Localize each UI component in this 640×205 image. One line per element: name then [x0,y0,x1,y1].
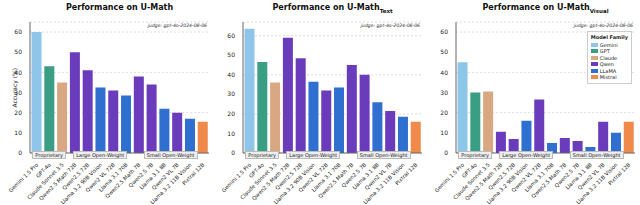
html-text:Small Open-Weight: Small Open-Weight [359,152,408,158]
svg-text:Qwen2.5 Math 7B: Qwen2.5 Math 7B [529,161,568,200]
html-text:LLaMA: LLaMA [599,67,617,74]
svg-text:60: 60 [227,32,235,39]
svg-text:Qwen2.5 Math 7B: Qwen2.5 Math 7B [103,161,142,200]
html-text:judge: gpt-4o-2024-08-06: judge: gpt-4o-2024-08-06 [573,23,633,28]
html-text:Large Open-Weight: Large Open-Weight [76,152,125,158]
html-text:Proprietary: Proprietary [461,152,489,158]
html-text:GPT: GPT [599,48,610,54]
svg-text:Qwen2 VL 72B: Qwen2 VL 72B [510,161,542,194]
svg-text:40: 40 [440,69,448,76]
svg-text:Qwen2.5 Math 72B: Qwen2.5 Math 72B [37,161,78,202]
html-text:judge: gpt-4o-2024-08-06: judge: gpt-4o-2024-08-06 [147,23,207,28]
svg-text:30: 30 [227,90,235,97]
svg-text:Qwen2 VL 7B: Qwen2 VL 7B [576,161,606,191]
svg-text:20: 20 [440,109,448,116]
svg-text:10: 10 [440,129,448,136]
svg-text:GPT-4o: GPT-4o [247,161,265,179]
svg-text:GPT-4o: GPT-4o [34,161,52,179]
svg-text:20: 20 [227,110,235,117]
svg-text:Qwen2.5 7B: Qwen2.5 7B [553,161,581,189]
svg-text:Qwen2 VL 72B: Qwen2 VL 72B [297,161,329,194]
html-text:Proprietary: Proprietary [248,152,276,158]
html-text:Claude: Claude [599,54,618,61]
svg-text:Llama 3.1 70B: Llama 3.1 70B [523,161,555,193]
svg-text:10: 10 [14,129,22,136]
svg-text:10: 10 [227,130,235,137]
html-text:Model Family: Model Family [590,34,628,40]
svg-text:Gemini 1.5 Pro: Gemini 1.5 Pro [220,161,253,194]
svg-text:30: 30 [14,88,22,96]
svg-text:30: 30 [440,89,448,96]
svg-text:Qwen2.5 72B: Qwen2.5 72B [486,161,517,191]
html-text:Small Open-Weight: Small Open-Weight [146,152,195,158]
svg-text:Pixtral 12B: Pixtral 12B [607,161,632,186]
svg-text:Claude Sonnet 3.5: Claude Sonnet 3.5 [26,161,65,201]
svg-text:Qwen2.5 72B: Qwen2.5 72B [273,161,304,191]
svg-text:0: 0 [18,149,22,156]
svg-text:Llama 3.1 70B: Llama 3.1 70B [310,161,342,193]
html-text:judge: gpt-4o-2024-08-06: judge: gpt-4o-2024-08-06 [360,23,420,28]
svg-text:0: 0 [444,149,448,156]
svg-text:Qwen2.5 Math 72B: Qwen2.5 Math 72B [250,161,291,202]
svg-text:60: 60 [440,28,448,35]
svg-text:Llama 3.1 8B: Llama 3.1 8B [564,161,594,191]
svg-text:50: 50 [440,48,448,55]
html-text:Gemini: Gemini [599,41,618,48]
svg-text:Accuracy (%): Accuracy (%) [11,68,19,108]
svg-text:20: 20 [14,109,22,116]
svg-text:Qwen2.5 Math 7B: Qwen2.5 Math 7B [316,161,355,200]
html-text:Qwen: Qwen [599,61,614,67]
html-text:Proprietary: Proprietary [35,152,63,158]
svg-text:Claude Sonnet 3.5: Claude Sonnet 3.5 [452,161,491,201]
svg-text:Llama 3.1 70B: Llama 3.1 70B [97,161,129,193]
svg-text:Gemini 1.5 Pro: Gemini 1.5 Pro [433,161,466,194]
svg-text:50: 50 [227,51,235,58]
svg-text:Claude Sonnet 3.5: Claude Sonnet 3.5 [239,161,278,201]
html-text:Large Open-Weight: Large Open-Weight [289,152,338,158]
html-text:Small Open-Weight: Small Open-Weight [572,152,621,158]
svg-text:Qwen2 VL 7B: Qwen2 VL 7B [363,161,393,191]
html-text:Large Open-Weight: Large Open-Weight [502,152,551,158]
html-text:Performance on U-MathVisual: Performance on U-MathVisual [482,3,609,14]
svg-text:Qwen2.5 Math 72B: Qwen2.5 Math 72B [463,161,504,202]
svg-text:Qwen2.5 7B: Qwen2.5 7B [340,161,368,189]
html-text:Performance on U-MathText: Performance on U-MathText [272,3,393,14]
svg-text:40: 40 [14,68,22,76]
svg-text:0: 0 [231,149,235,156]
svg-text:Llama 3.1 8B: Llama 3.1 8B [138,161,168,191]
svg-text:Qwen2 VL 72B: Qwen2 VL 72B [84,161,116,194]
svg-text:Qwen2.5 72B: Qwen2.5 72B [60,161,91,191]
svg-text:Llama 3.1 8B: Llama 3.1 8B [351,161,381,191]
svg-text:50: 50 [14,48,22,55]
html-text:Mistral: Mistral [599,74,617,80]
svg-text:GPT-4o: GPT-4o [460,161,478,179]
svg-text:60: 60 [14,28,22,35]
svg-text:40: 40 [227,71,235,78]
svg-text:Qwen2.5 7B: Qwen2.5 7B [127,161,155,189]
svg-text:Qwen2 VL 7B: Qwen2 VL 7B [150,161,180,191]
html-text:Performance on U-Math: Performance on U-Math [65,3,174,12]
svg-text:Pixtral 12B: Pixtral 12B [394,161,419,186]
svg-text:Pixtral 12B: Pixtral 12B [181,161,206,186]
